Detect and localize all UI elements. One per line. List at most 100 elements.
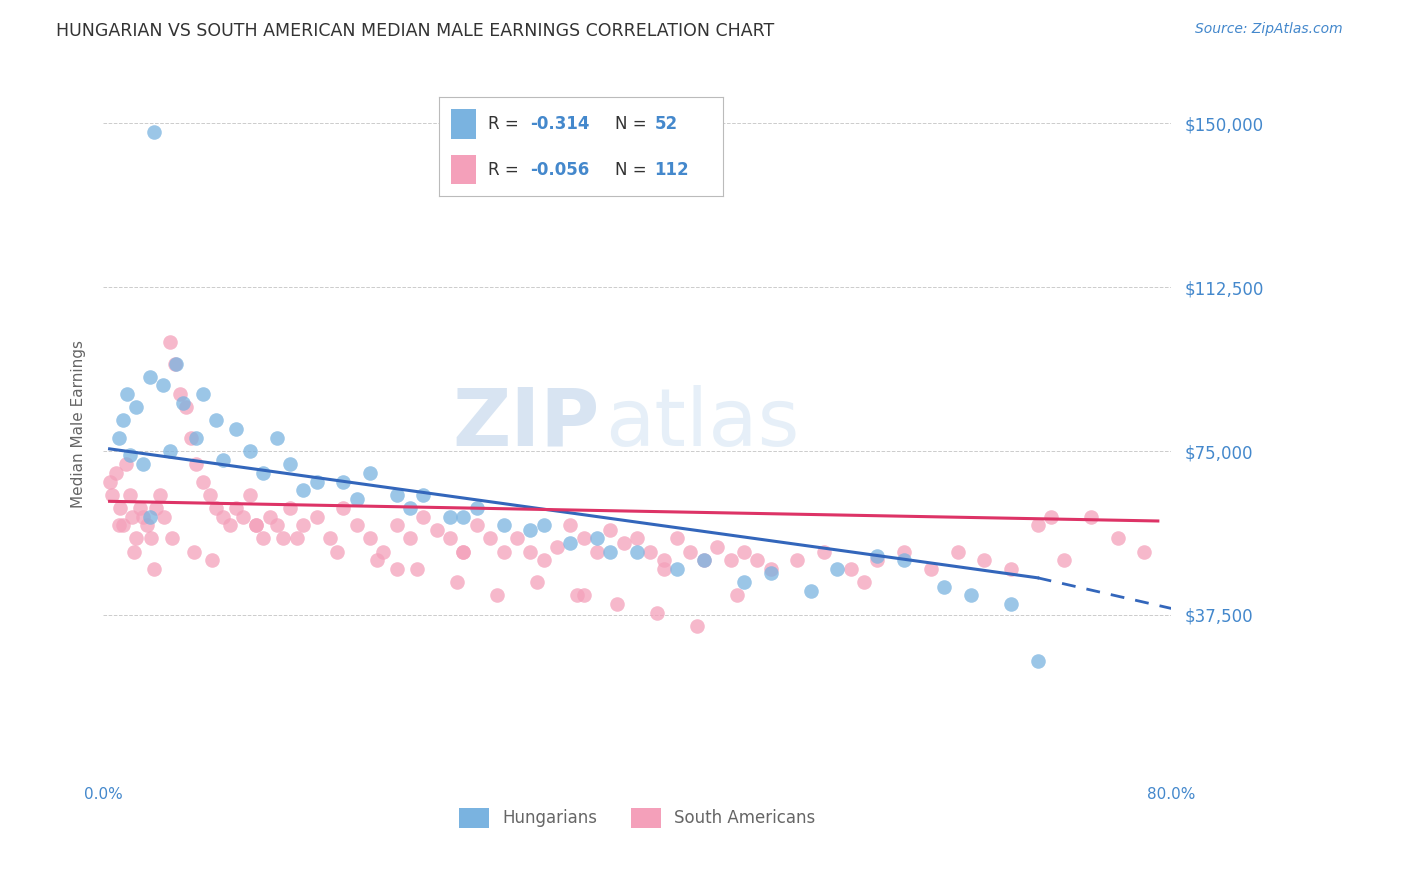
Point: [827, 562, 849, 576]
Point: [934, 580, 956, 594]
Point: [285, 532, 308, 546]
Point: [453, 544, 475, 558]
Point: [159, 444, 181, 458]
Point: [439, 532, 461, 546]
Text: HUNGARIAN VS SOUTH AMERICAN MEDIAN MALE EARNINGS CORRELATION CHART: HUNGARIAN VS SOUTH AMERICAN MEDIAN MALE …: [56, 22, 775, 40]
Point: [866, 549, 889, 563]
Point: [278, 457, 301, 471]
Point: [626, 544, 648, 558]
Point: [239, 488, 262, 502]
Point: [132, 509, 155, 524]
Point: [492, 518, 515, 533]
Point: [439, 509, 461, 524]
Point: [305, 509, 328, 524]
Point: [183, 544, 205, 558]
Point: [132, 457, 155, 471]
Point: [359, 466, 381, 480]
Point: [201, 553, 224, 567]
Point: [366, 553, 388, 567]
Point: [519, 523, 541, 537]
Point: [232, 509, 254, 524]
Point: [1080, 509, 1102, 524]
Point: [266, 431, 288, 445]
Point: [292, 483, 315, 498]
Point: [686, 619, 709, 633]
Point: [145, 500, 167, 515]
Point: [599, 544, 621, 558]
Point: [218, 518, 240, 533]
Point: [110, 500, 132, 515]
Point: [599, 523, 621, 537]
Text: Source: ZipAtlas.com: Source: ZipAtlas.com: [1195, 22, 1343, 37]
Point: [813, 544, 835, 558]
Point: [245, 518, 267, 533]
Point: [346, 518, 368, 533]
Point: [1133, 544, 1156, 558]
Point: [412, 488, 434, 502]
Point: [572, 588, 595, 602]
Point: [292, 518, 315, 533]
Point: [139, 532, 162, 546]
Point: [645, 606, 668, 620]
Point: [191, 475, 214, 489]
Point: [172, 396, 194, 410]
Point: [586, 532, 609, 546]
Point: [693, 553, 716, 567]
Point: [198, 488, 221, 502]
Point: [560, 518, 582, 533]
Point: [169, 387, 191, 401]
Point: [153, 509, 176, 524]
Point: [733, 575, 755, 590]
Point: [586, 544, 609, 558]
Point: [142, 125, 165, 139]
Point: [1053, 553, 1076, 567]
Point: [138, 509, 160, 524]
Point: [149, 488, 172, 502]
Point: [212, 452, 235, 467]
Point: [385, 562, 408, 576]
Point: [485, 588, 508, 602]
Y-axis label: Median Male Earnings: Median Male Earnings: [72, 340, 86, 508]
Point: [325, 544, 347, 558]
Point: [252, 532, 274, 546]
Point: [191, 387, 214, 401]
Point: [426, 523, 449, 537]
Point: [693, 553, 716, 567]
Point: [747, 553, 769, 567]
Point: [385, 488, 408, 502]
Point: [1026, 654, 1049, 668]
Point: [101, 488, 124, 502]
Point: [1000, 597, 1022, 611]
Point: [946, 544, 969, 558]
Point: [239, 444, 262, 458]
Point: [271, 532, 294, 546]
Point: [138, 369, 160, 384]
Point: [129, 500, 152, 515]
Point: [759, 566, 782, 581]
Point: [853, 575, 876, 590]
Point: [920, 562, 942, 576]
Point: [412, 509, 434, 524]
Point: [613, 536, 636, 550]
Point: [446, 575, 468, 590]
Point: [373, 544, 395, 558]
Point: [572, 532, 595, 546]
Point: [606, 597, 628, 611]
Point: [759, 562, 782, 576]
Point: [142, 562, 165, 576]
Point: [332, 500, 354, 515]
Point: [506, 532, 529, 546]
Point: [114, 457, 136, 471]
Point: [733, 544, 755, 558]
Point: [180, 431, 202, 445]
Legend: Hungarians, South Americans: Hungarians, South Americans: [453, 801, 823, 835]
Point: [786, 553, 808, 567]
Point: [1000, 562, 1022, 576]
Point: [125, 401, 148, 415]
Point: [159, 334, 181, 349]
Point: [111, 518, 134, 533]
Point: [960, 588, 983, 602]
Point: [225, 422, 247, 436]
Point: [405, 562, 427, 576]
Point: [245, 518, 267, 533]
